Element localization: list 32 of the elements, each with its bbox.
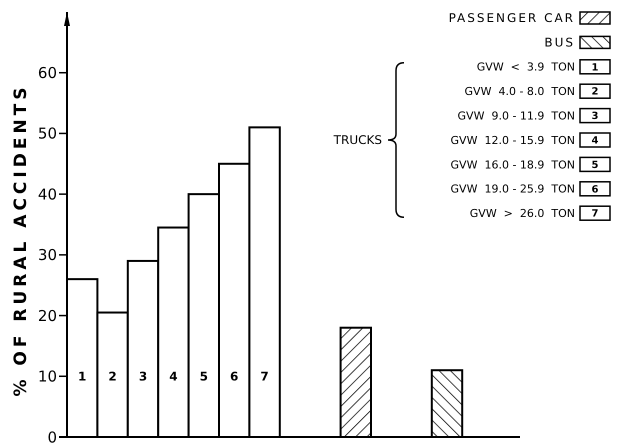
y-tick-label: 20 [38, 306, 57, 325]
annotation: GVW > 26.0 TON [470, 207, 575, 220]
y-tick-label: 10 [38, 368, 57, 386]
annotation: GVW < 3.9 TON [476, 60, 575, 74]
category-label: 2 [592, 86, 598, 98]
annotation: GVW 19.0 - 25.9 TON [450, 182, 575, 196]
category-label: 7 [592, 208, 598, 220]
y-tick-label: 0 [47, 428, 57, 445]
annotation: TRUCKS [332, 133, 382, 148]
annotation: GVW 4.0 - 8.0 TON [464, 85, 575, 98]
y-tick-label: 50 [38, 124, 57, 143]
x-tick-label: 5 [200, 369, 208, 384]
x-tick-label: 6 [230, 369, 238, 384]
y-axis-title: % OF RURAL ACCIDENTS [10, 83, 31, 397]
x-tick-label: 1 [78, 369, 86, 384]
x-tick-label: 3 [138, 369, 148, 384]
category-label: 5 [592, 160, 598, 171]
annotation: GVW 9.0 - 11.9 TON [458, 109, 575, 122]
x-tick-label: 4 [169, 369, 178, 384]
category-label: 4 [592, 136, 598, 146]
category-label: 3 [592, 111, 598, 122]
category-label: 6 [592, 184, 598, 196]
y-tick-label: 30 [38, 246, 57, 264]
legend-label: BUS [544, 36, 575, 50]
legend-label: PASSENGER CAR [448, 11, 575, 26]
x-tick-label: 7 [260, 369, 269, 384]
y-tick-label: 60 [38, 64, 57, 82]
annotation: GVW 16.0 - 18.9 TON [450, 158, 575, 172]
y-tick-label: 40 [38, 185, 57, 204]
category-label: 1 [592, 62, 598, 74]
annotation: GVW 12.0 - 15.9 TON [450, 134, 575, 147]
x-tick-label: 2 [108, 369, 117, 384]
